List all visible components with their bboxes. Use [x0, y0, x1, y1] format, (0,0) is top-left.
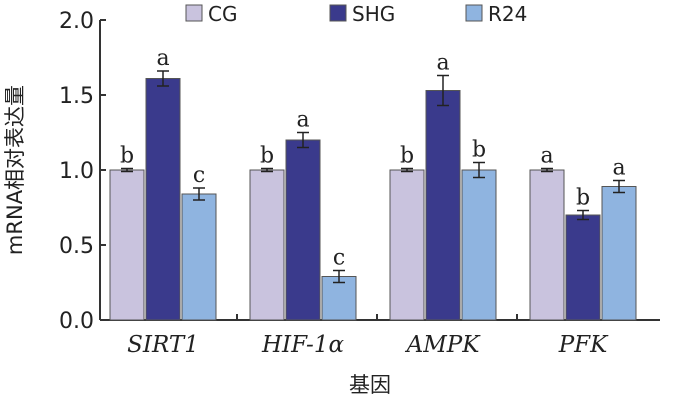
- significance-label: a: [436, 51, 449, 76]
- legend-swatch-SHG: [329, 4, 347, 22]
- category-label: AMPK: [405, 332, 482, 358]
- bar-CG-3: [529, 169, 565, 321]
- bar-CG-1: [249, 169, 285, 321]
- category-label: HIF-1α: [261, 332, 344, 358]
- category-label: SIRT1: [127, 332, 199, 358]
- bar-CG-0: [109, 169, 145, 321]
- significance-label: a: [296, 108, 309, 133]
- significance-label: a: [612, 156, 625, 181]
- y-tick-label: 0.0: [59, 309, 94, 334]
- x-axis-title: 基因: [349, 373, 391, 397]
- significance-label: b: [472, 138, 486, 163]
- y-tick-label: 2.0: [59, 9, 94, 34]
- bar-SHG-3: [565, 214, 601, 321]
- bar-R24-3: [601, 186, 637, 321]
- y-tick-label: 1.0: [59, 159, 94, 184]
- y-tick-label: 1.5: [59, 84, 94, 109]
- axes: 0.0 0.5 1.0 1.5 2.0 SIRT1 HIF-1α AMPK PFK: [59, 9, 660, 358]
- category-label: PFK: [558, 332, 609, 358]
- legend-label-R24: R24: [488, 2, 527, 26]
- bar-SHG-0: [145, 78, 181, 321]
- bar-R24-0: [181, 193, 217, 321]
- y-tick-label: 0.5: [59, 234, 94, 259]
- significance-label: b: [120, 144, 134, 169]
- bar-R24-2: [461, 169, 497, 321]
- legend-swatch-CG: [185, 4, 203, 22]
- significance-label: b: [260, 144, 274, 169]
- bar-CG-2: [389, 169, 425, 321]
- legend-label-CG: CG: [208, 2, 237, 26]
- legend-label-SHG: SHG: [352, 2, 395, 26]
- bar-SHG-1: [285, 139, 321, 321]
- legend: CG SHG R24: [185, 2, 527, 26]
- legend-swatch-R24: [465, 4, 483, 22]
- significance-label: a: [156, 46, 169, 71]
- significance-label: b: [576, 186, 590, 211]
- y-axis-title: mRNA相对表达量: [3, 85, 27, 255]
- significance-label: c: [193, 163, 205, 188]
- bar-R24-1: [321, 276, 357, 321]
- significance-label: b: [400, 144, 414, 169]
- bar-SHG-2: [425, 90, 461, 321]
- significance-label: a: [540, 144, 553, 169]
- significance-label: c: [333, 246, 345, 271]
